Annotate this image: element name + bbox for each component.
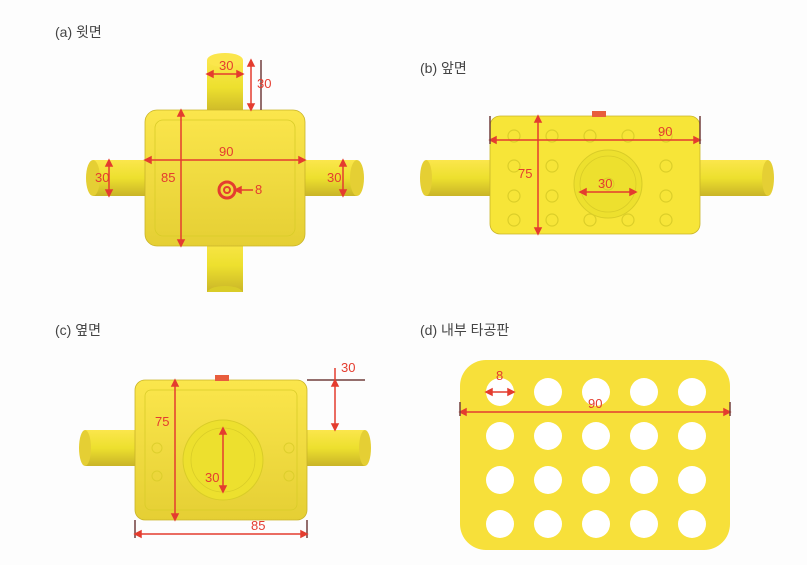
- svg-text:30: 30: [205, 470, 219, 485]
- svg-text:90: 90: [658, 124, 672, 139]
- svg-text:90: 90: [588, 396, 602, 411]
- svg-text:85: 85: [161, 170, 175, 185]
- svg-text:8: 8: [496, 368, 503, 383]
- svg-text:90: 90: [219, 144, 233, 159]
- svg-text:30: 30: [598, 176, 612, 191]
- svg-text:85: 85: [251, 518, 265, 533]
- panel-c-label: (c) 옆면: [55, 320, 101, 340]
- svg-text:30: 30: [341, 360, 355, 375]
- panel-d: (d) 내부 타공판 8: [420, 320, 775, 560]
- panel-a-label: (a) 윗면: [55, 22, 102, 42]
- svg-text:8: 8: [255, 182, 262, 197]
- svg-text:30: 30: [257, 76, 271, 91]
- svg-text:30: 30: [327, 170, 341, 185]
- panel-c: (c) 옆면: [55, 320, 385, 560]
- panel-d-label: (d) 내부 타공판: [420, 320, 509, 340]
- panel-b: (b) 앞면: [420, 58, 780, 278]
- svg-text:75: 75: [155, 414, 169, 429]
- panel-a: (a) 윗면: [55, 22, 385, 292]
- svg-text:75: 75: [518, 166, 532, 181]
- figure-c: 30 75 30 85: [75, 348, 395, 561]
- panel-b-label: (b) 앞면: [420, 58, 467, 78]
- figure-b: 90 75 30: [420, 88, 780, 281]
- figure-a: 30 30 90 85 30: [75, 42, 395, 295]
- figure-d: 8 90: [450, 350, 760, 563]
- svg-text:30: 30: [95, 170, 109, 185]
- svg-text:30: 30: [219, 58, 233, 73]
